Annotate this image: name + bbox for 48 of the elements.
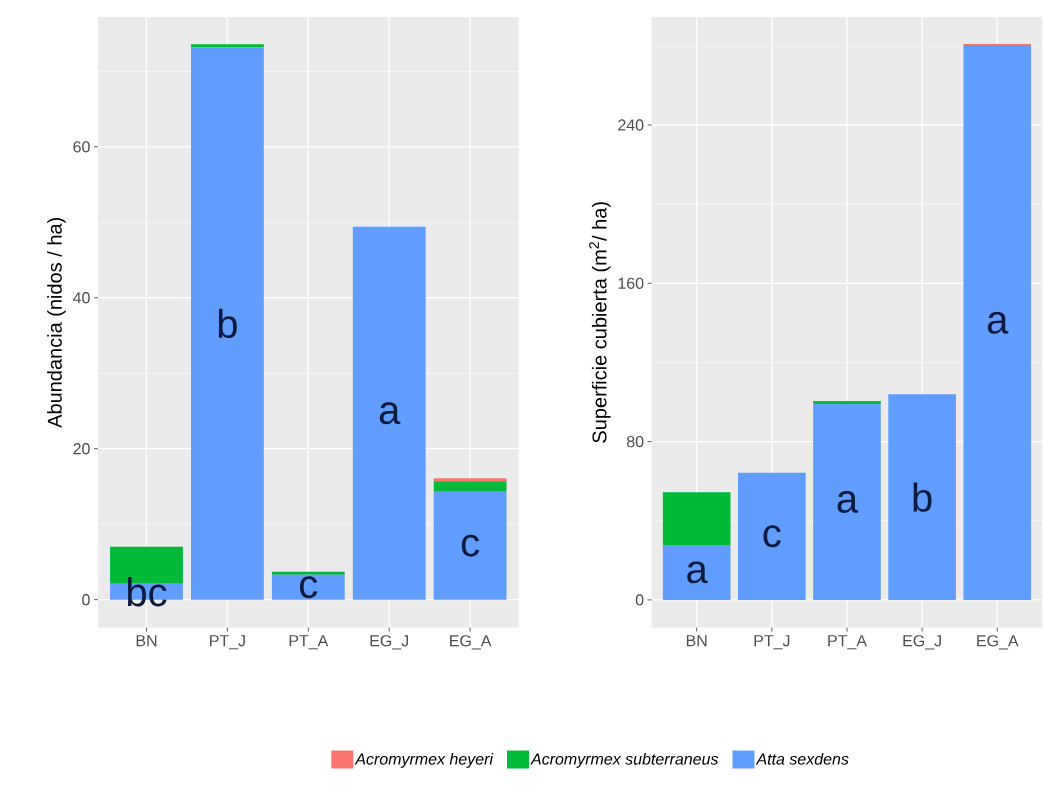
- bar: [433, 491, 507, 600]
- bar: [813, 404, 881, 601]
- annotation: bc: [127, 577, 167, 607]
- x-tick-label: PT_A: [828, 635, 867, 650]
- bar: [271, 575, 345, 600]
- bar: [813, 401, 881, 405]
- y-tick-label: 0: [635, 594, 644, 606]
- bar: [352, 227, 426, 600]
- bar: [190, 44, 264, 48]
- bar: [963, 46, 1032, 601]
- annotation: c: [461, 535, 480, 557]
- annotation: b: [218, 309, 237, 339]
- legend-label: Acromyrmex heyeri: [354, 753, 494, 769]
- bar: [433, 481, 507, 492]
- x-tick-label: EG_J: [370, 635, 409, 650]
- bar: [888, 394, 956, 601]
- annotation: a: [837, 491, 859, 514]
- y-tick-label: 240: [618, 119, 644, 131]
- annotation: a: [687, 561, 708, 584]
- y-tick-label: 40: [72, 292, 90, 304]
- x-tick-label: PT_A: [289, 635, 329, 650]
- bar: [190, 47, 264, 600]
- y-tick-label: 0: [82, 594, 90, 606]
- annotation: a: [987, 312, 1009, 335]
- y-axis-title: Superficie cubierta (m$^{2}$/ ha): [589, 202, 611, 443]
- y-tick-label: 80: [626, 436, 644, 448]
- x-tick-label: PT_J: [210, 635, 245, 650]
- y-tick-label: 160: [618, 277, 644, 290]
- y-axis-title: Abundancia (nidos / ha): [47, 218, 66, 429]
- y-tick-label: 20: [73, 443, 90, 455]
- x-tick-label: PT_J: [754, 635, 790, 650]
- bar: [271, 572, 345, 576]
- annotation: c: [763, 525, 781, 548]
- bar: [738, 472, 806, 601]
- bar: [433, 478, 507, 482]
- annotation: c: [300, 576, 318, 599]
- bar: [662, 492, 731, 546]
- x-tick-label: EG_A: [450, 635, 492, 650]
- x-tick-label: EG_J: [903, 635, 941, 650]
- y-tick-label: 60: [73, 141, 90, 153]
- bar: [662, 545, 731, 601]
- legend-label: Acromyrmex subterraneus: [530, 753, 719, 769]
- x-tick-label: BN: [686, 635, 707, 647]
- annotation: b: [913, 482, 932, 513]
- x-tick-label: BN: [136, 635, 157, 647]
- legend-label: Atta sexdens: [755, 753, 849, 765]
- x-tick-label: EG_A: [977, 635, 1019, 650]
- annotation: a: [379, 402, 401, 425]
